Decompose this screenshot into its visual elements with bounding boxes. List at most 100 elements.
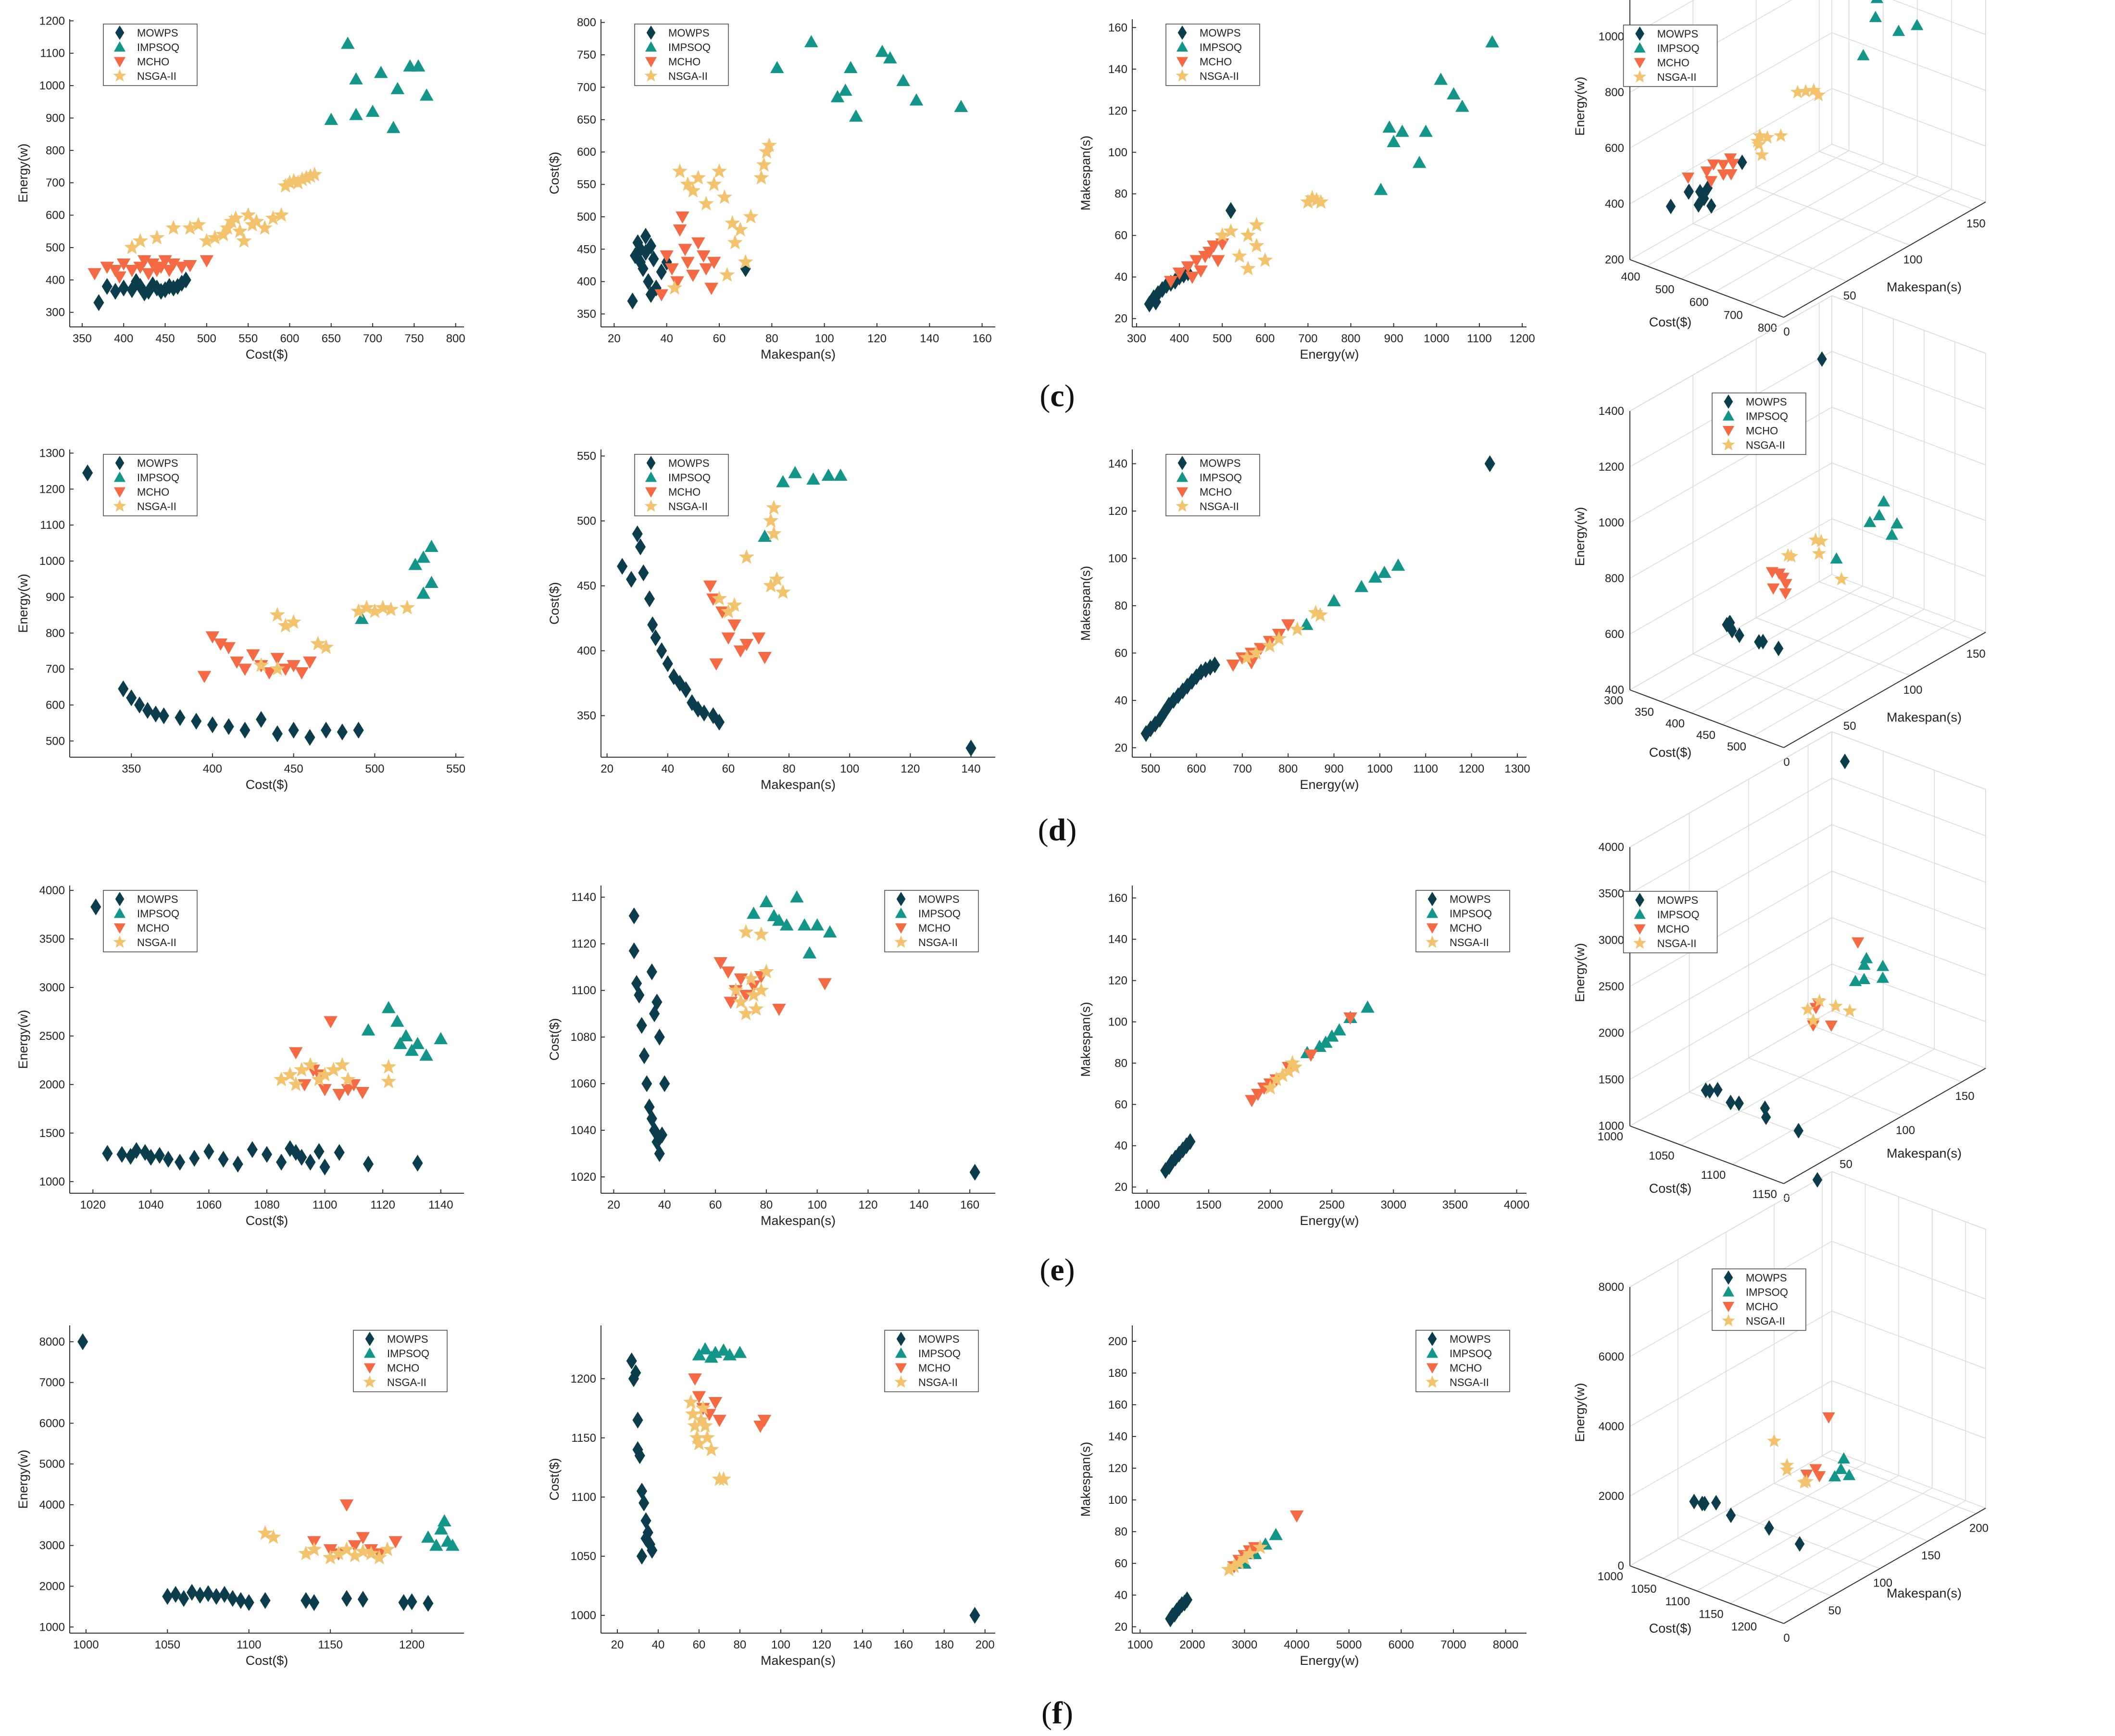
z-tick-label: 6000 xyxy=(1599,1350,1624,1363)
point-impsoq xyxy=(804,35,818,48)
grid-line xyxy=(1763,1500,1966,1616)
y-tick-label: 450 xyxy=(1696,729,1715,742)
grid-line xyxy=(1819,151,1974,210)
x-tick-label: 650 xyxy=(322,332,341,345)
legend-label-mcho: MCHO xyxy=(1200,486,1232,498)
x-tick-label: 3000 xyxy=(1381,1199,1406,1211)
y-tick-label: 1000 xyxy=(39,555,65,568)
x-axis-title: Cost($) xyxy=(246,1653,288,1668)
point-mcho xyxy=(303,656,317,669)
y-tick-label: 400 xyxy=(46,274,65,287)
point-nsga-ii xyxy=(340,1071,356,1087)
y-tick-label: 2500 xyxy=(39,1030,65,1043)
point-nsga-ii xyxy=(1262,637,1278,653)
y-tick-label: 7000 xyxy=(39,1376,65,1389)
point-impsoq xyxy=(1419,125,1433,137)
x-axis-title: Energy(w) xyxy=(1300,1213,1359,1228)
point-mcho xyxy=(758,652,772,664)
series-nsga-ii xyxy=(1767,1434,1814,1489)
point-mowps xyxy=(1706,198,1716,214)
y-tick-label: 550 xyxy=(577,450,596,463)
point-nsga-ii xyxy=(306,1541,322,1556)
point-impsoq xyxy=(1269,1528,1283,1540)
point-mowps xyxy=(261,1146,273,1163)
point-nsga-ii xyxy=(286,614,301,629)
point-mowps xyxy=(1701,1082,1711,1099)
point-impsoq xyxy=(1892,25,1905,36)
x-tick-label: 1150 xyxy=(318,1638,343,1651)
point-mowps xyxy=(636,1548,648,1565)
point-nsga-ii xyxy=(1271,630,1287,646)
y-tick-label: 800 xyxy=(46,627,65,640)
panel-label-f: (f) xyxy=(1041,1696,1073,1731)
point-nsga-ii xyxy=(298,170,314,185)
point-nsga-ii xyxy=(680,176,696,191)
point-mcho xyxy=(1700,166,1714,178)
point-mowps xyxy=(626,571,637,588)
point-mowps xyxy=(163,1150,174,1168)
z-tick-label: 3500 xyxy=(1599,887,1624,900)
point-nsga-ii xyxy=(1268,1071,1284,1087)
series-mowps xyxy=(1160,1133,1196,1179)
point-mcho xyxy=(709,658,723,671)
y-tick-label: 1000 xyxy=(39,1621,65,1634)
legend-marker-mowps xyxy=(115,456,125,470)
y-tick-label: 180 xyxy=(1108,1367,1127,1380)
legend-marker-mcho xyxy=(1722,426,1735,437)
legend-marker-nsga-ii xyxy=(1176,499,1189,512)
legend-marker-nsga-ii xyxy=(644,499,658,512)
grid-line xyxy=(1831,407,1986,465)
legend-label-impsoq: IMPSOQ xyxy=(1746,1286,1788,1298)
point-impsoq xyxy=(374,65,388,78)
legend-marker-nsga-ii xyxy=(113,499,126,512)
point-mcho xyxy=(678,244,692,256)
point-nsga-ii xyxy=(756,157,772,172)
grid-line xyxy=(1831,1241,1986,1299)
point-impsoq xyxy=(1412,156,1427,168)
point-mcho xyxy=(1767,583,1780,595)
legend-marker-impsoq xyxy=(113,471,126,482)
point-nsga-ii xyxy=(1790,85,1805,99)
legend-label-mcho: MCHO xyxy=(918,1362,951,1374)
x-tick-label: 100 xyxy=(1896,1124,1915,1137)
series-nsga-ii xyxy=(667,137,777,295)
x-tick-label: 100 xyxy=(1903,684,1922,697)
y-tick-label: 900 xyxy=(46,112,65,125)
y-tick-label: 700 xyxy=(46,663,65,676)
point-impsoq xyxy=(390,1014,404,1027)
point-mowps xyxy=(398,1594,409,1611)
x-tick-label: 1040 xyxy=(138,1199,163,1211)
point-mowps xyxy=(654,1028,665,1046)
legend-marker-nsga-ii xyxy=(1633,936,1647,949)
legend-marker-nsga-ii xyxy=(894,935,908,948)
chart-11: 0 50 100 150 1000 1050 1100 1150 1000 1500 2000 250… xyxy=(1573,731,1986,1205)
y-axis-title: Makespan(s) xyxy=(1078,1442,1093,1517)
point-mcho xyxy=(388,1536,402,1549)
point-nsga-ii xyxy=(1257,252,1273,267)
legend-marker-mowps xyxy=(1177,25,1187,40)
y-tick-label: 140 xyxy=(1108,458,1127,471)
point-impsoq xyxy=(896,74,910,87)
point-mowps xyxy=(638,1494,650,1511)
point-mcho xyxy=(158,255,172,268)
point-nsga-ii xyxy=(190,216,206,232)
point-nsga-ii xyxy=(240,207,256,222)
x-tick-label: 2000 xyxy=(1179,1638,1205,1651)
x-tick-label: 1000 xyxy=(1367,762,1392,775)
y-axis-title: Cost($) xyxy=(1649,1621,1692,1636)
legend-label-impsoq: IMPSOQ xyxy=(1200,41,1242,53)
point-impsoq xyxy=(421,1530,435,1543)
grid-line xyxy=(1831,88,1986,147)
grid-line xyxy=(1629,88,1832,204)
point-nsga-ii xyxy=(1811,87,1826,101)
point-nsga-ii xyxy=(738,1005,754,1021)
point-mowps xyxy=(1173,687,1184,704)
chart-10: 1000 1500 2000 2500 3000 3500 4000 20 40 60 80 100 1… xyxy=(1078,886,1529,1228)
legend-label-impsoq: IMPSOQ xyxy=(1450,908,1492,920)
point-nsga-ii xyxy=(257,1525,273,1540)
legend-label-nsga-ii: NSGA-II xyxy=(137,70,176,82)
legend-label-mcho: MCHO xyxy=(668,56,701,68)
y-tick-label: 1050 xyxy=(1631,1583,1656,1596)
y-tick-label: 80 xyxy=(1114,1057,1127,1070)
point-nsga-ii xyxy=(691,1436,707,1450)
